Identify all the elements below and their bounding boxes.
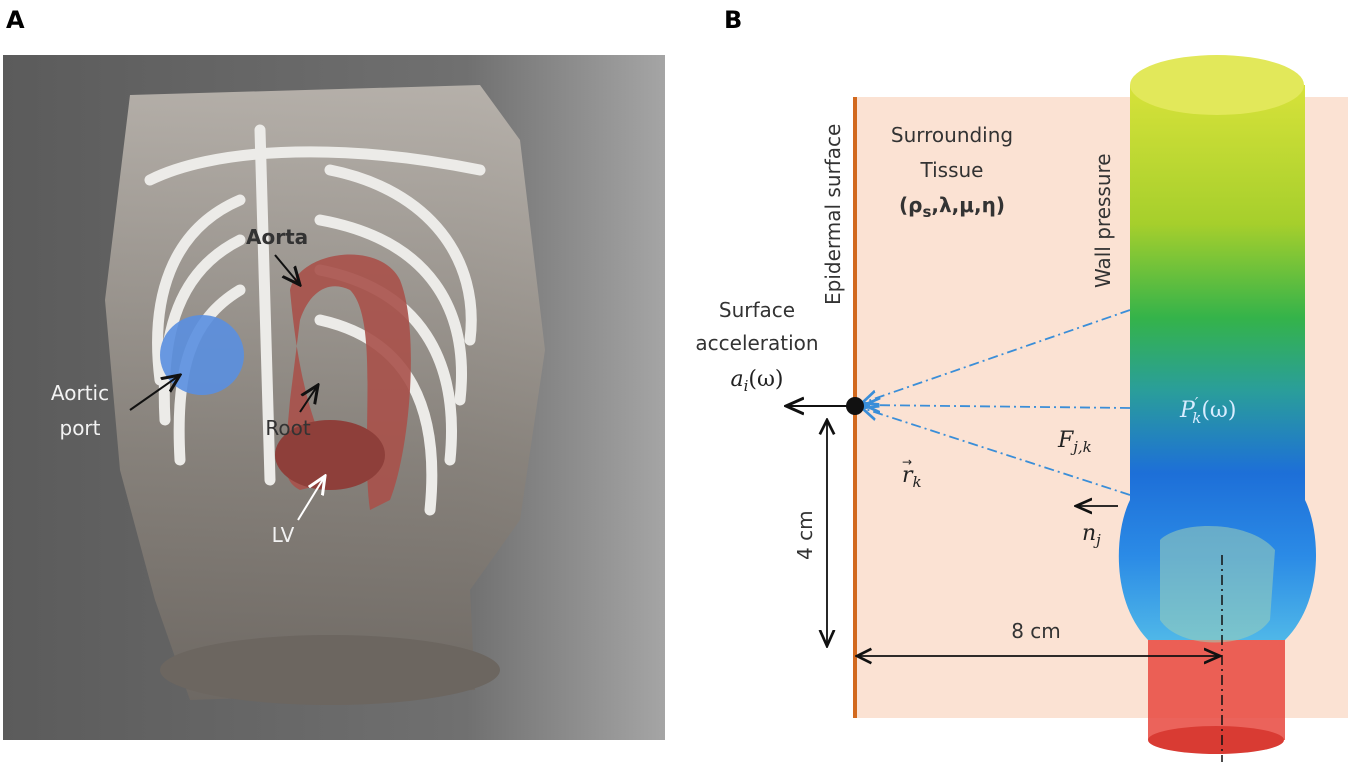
annotation: acceleration [695, 331, 818, 355]
annotation: Surface [719, 298, 795, 322]
arrow [297, 476, 325, 521]
annotation: Aortic [51, 381, 109, 405]
annotation: 8 cm [1011, 619, 1061, 643]
annotation: Surrounding [891, 123, 1013, 147]
annotation: Root [265, 416, 310, 440]
sensor-point [846, 397, 864, 415]
subscript: k [913, 473, 922, 491]
subscript: j [1093, 531, 1101, 549]
symbol: rk [902, 463, 922, 491]
outlet-end [1148, 726, 1284, 754]
subscript: j,k [1070, 438, 1092, 456]
text-part: r [902, 463, 914, 488]
text-part: (ω) [748, 367, 783, 392]
text-part: ,λ,μ,η) [931, 193, 1005, 217]
text-part: (ω) [1201, 398, 1236, 423]
arrow [299, 385, 318, 413]
torso [105, 85, 545, 700]
vessel-top [1130, 55, 1304, 115]
left-ventricle [275, 420, 385, 490]
text-part: F [1057, 428, 1074, 453]
arrow [129, 375, 180, 411]
valve [1160, 526, 1275, 643]
annotation: Epidermal surface [821, 124, 845, 305]
annotation: (ρs,λ,μ,η) [899, 193, 1005, 221]
aortic-port [160, 315, 244, 395]
arrow [274, 254, 300, 285]
force-lines [862, 309, 1131, 496]
subscript: i [744, 377, 749, 395]
symbol: ai(ω) [730, 367, 783, 395]
subscript: s [922, 203, 931, 221]
superscript: ′ [1195, 394, 1199, 412]
text-part: (ρ [899, 193, 922, 217]
panel-label: B [724, 6, 742, 34]
annotation: LV [272, 523, 295, 547]
text-part: a [730, 367, 743, 392]
torso-base [160, 635, 500, 705]
text-part: P [1179, 398, 1196, 423]
annotation: Tissue [920, 158, 984, 182]
subscript: k [1192, 409, 1201, 427]
vector-accent: → [902, 455, 912, 469]
annotation: Aorta [246, 225, 308, 249]
symbol: P′ k(ω) [1179, 394, 1236, 427]
panel-label: A [6, 6, 25, 34]
symbol: nj [1082, 521, 1101, 549]
vessel [1118, 85, 1317, 640]
annotation: 4 cm [793, 510, 817, 560]
annotation: Wall pressure [1091, 153, 1115, 288]
text-part: n [1082, 521, 1096, 546]
annotation: port [60, 416, 101, 440]
symbol: Fj,k [1057, 428, 1092, 456]
